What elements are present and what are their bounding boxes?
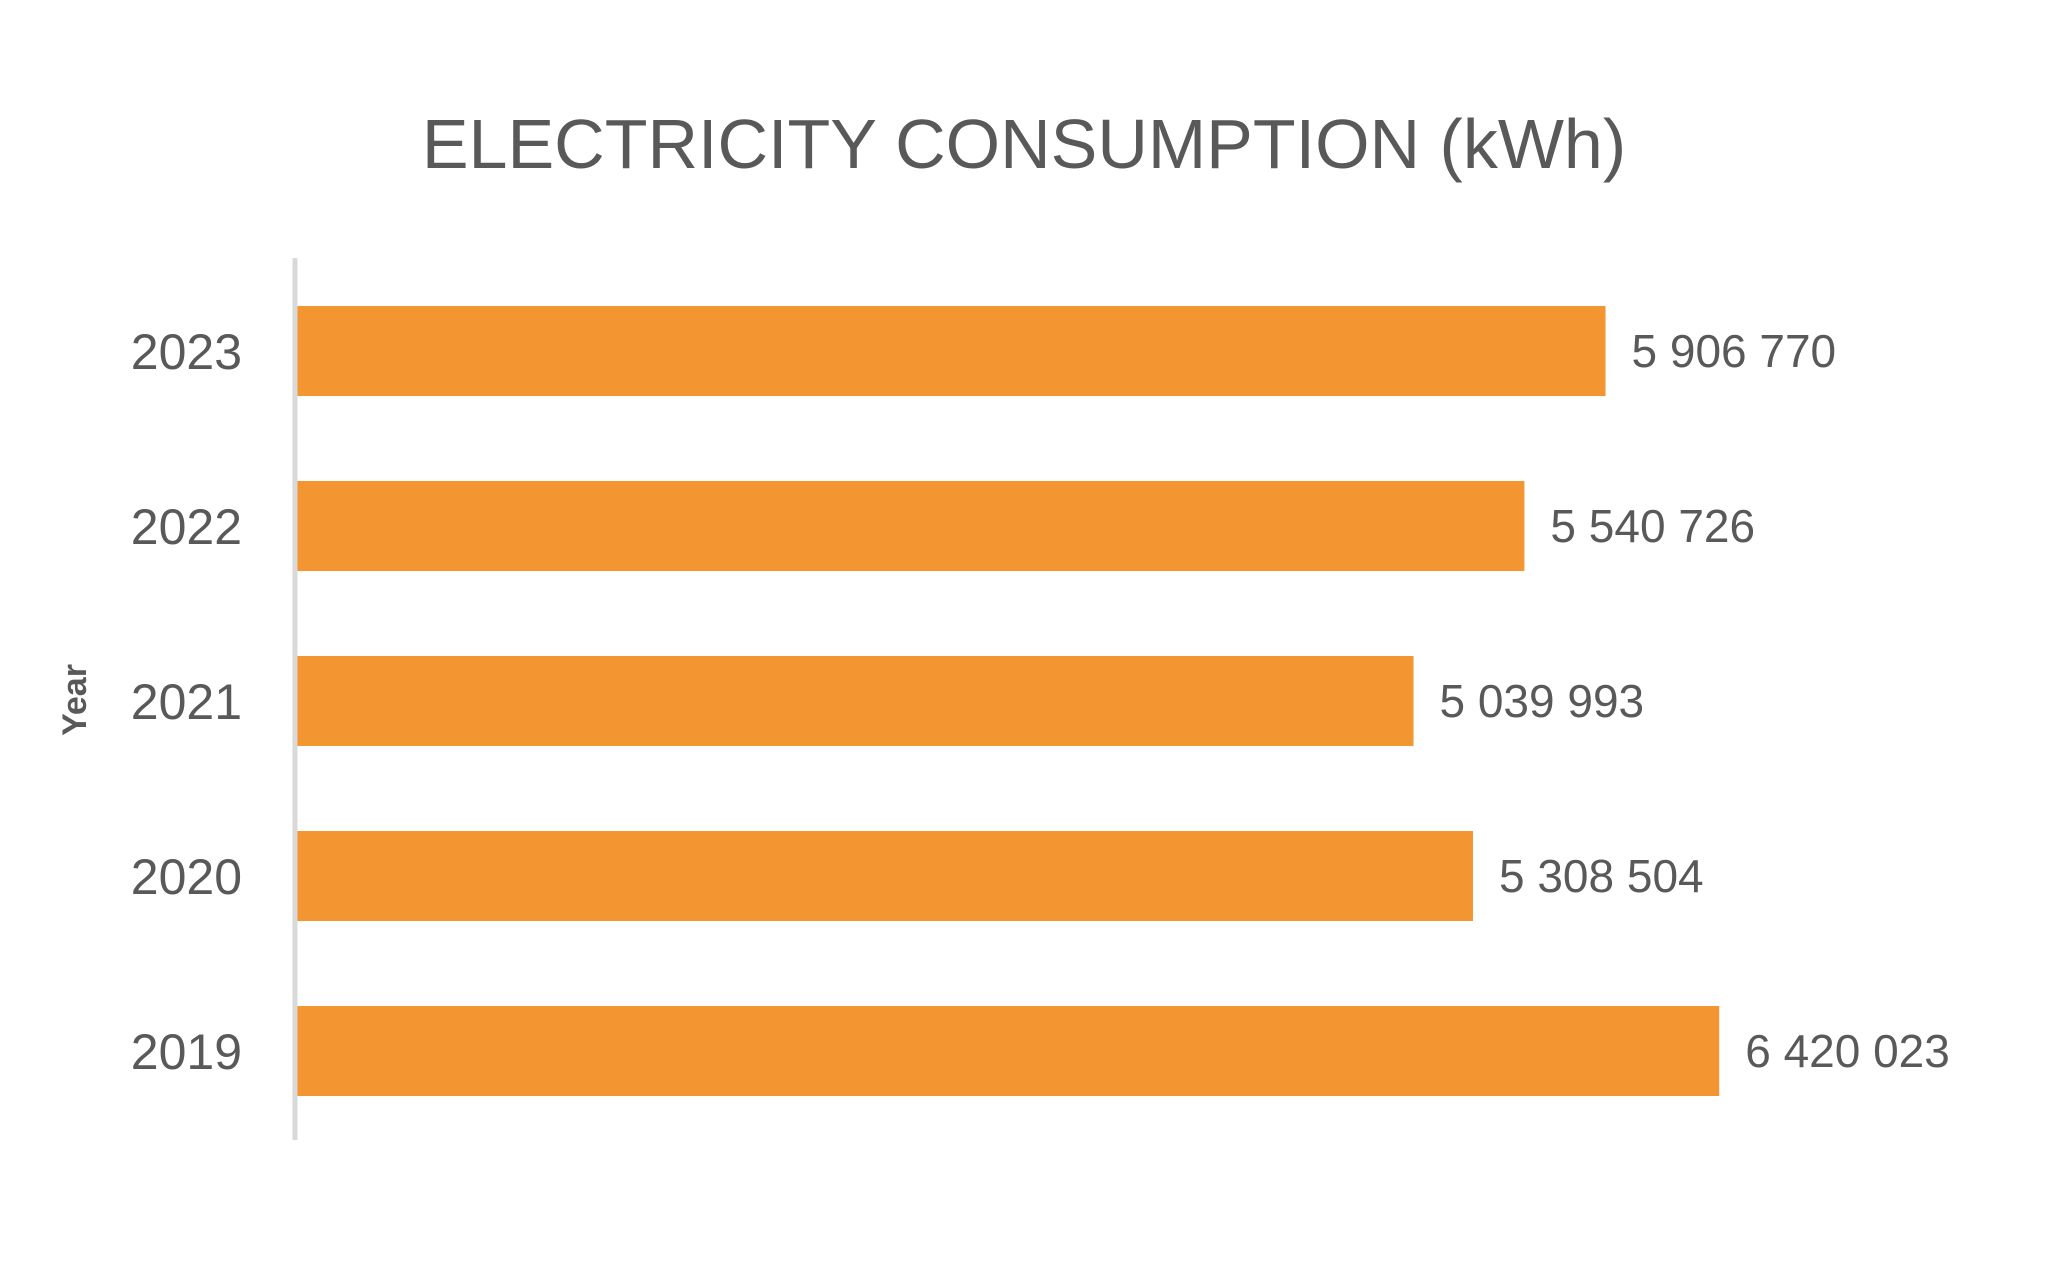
data-label-2023: 5 906 770 (1632, 325, 1837, 377)
tick-label-2023: 2023 (131, 324, 242, 380)
category-ticks-group: 2023 2022 2021 2020 2019 (131, 324, 242, 1080)
tick-label-2022: 2022 (131, 499, 242, 555)
y-axis-label: Year (56, 664, 94, 736)
data-label-2021: 5 039 993 (1439, 675, 1644, 727)
bar-2021 (297, 656, 1414, 746)
bar-2022 (297, 481, 1525, 571)
bar-2020 (297, 831, 1473, 921)
data-labels-group: 5 906 770 5 540 726 5 039 993 5 308 504 6 42… (1439, 325, 1949, 1077)
bar-2023 (297, 306, 1606, 396)
chart-title: ELECTRICITY CONSUMPTION (kWh) (422, 105, 1626, 183)
data-label-2020: 5 308 504 (1499, 850, 1704, 902)
tick-label-2020: 2020 (131, 849, 242, 905)
bars-group (297, 306, 1720, 1096)
data-label-2022: 5 540 726 (1550, 500, 1755, 552)
tick-label-2021: 2021 (131, 674, 242, 730)
bar-2019 (297, 1006, 1720, 1096)
data-label-2019: 6 420 023 (1745, 1025, 1950, 1077)
tick-label-2019: 2019 (131, 1024, 242, 1080)
